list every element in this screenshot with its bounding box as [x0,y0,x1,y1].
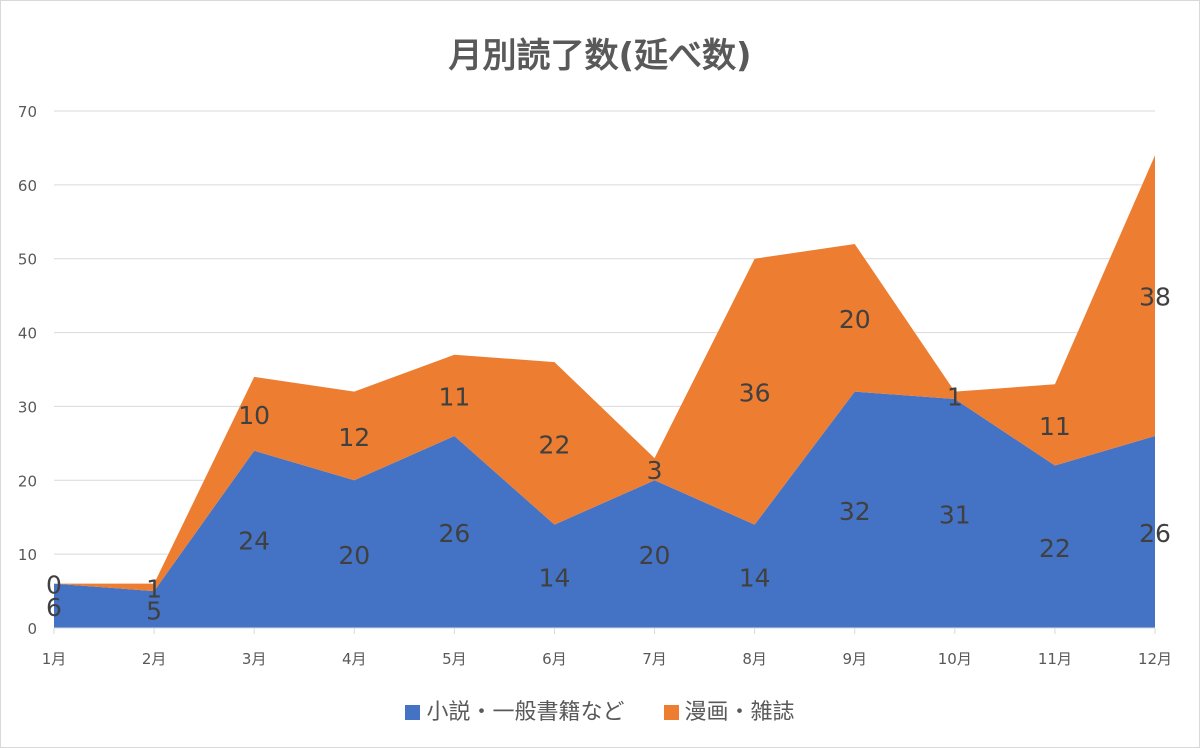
x-tick-label: 8月 [742,650,767,668]
data-label: 11 [1039,412,1071,441]
x-tick-label: 3月 [242,650,267,668]
data-label: 6 [46,593,62,622]
data-label: 22 [539,430,571,459]
data-label: 10 [238,401,270,430]
data-label: 26 [438,519,470,548]
data-label: 22 [1039,534,1071,563]
data-label: 12 [338,423,370,452]
x-tick-label: 7月 [642,650,667,668]
data-label: 31 [939,501,971,530]
x-tick-label: 5月 [442,650,467,668]
data-label: 0 [46,571,62,600]
plot-areas [54,155,1155,628]
data-label: 1 [146,574,162,603]
x-tick-label: 4月 [342,650,367,668]
data-label: 38 [1139,283,1171,312]
x-tick-label: 6月 [542,650,567,668]
y-tick-label: 10 [18,546,37,564]
y-tick-label: 70 [18,103,37,121]
data-label: 11 [438,382,470,411]
chart-title: 月別読了数(延べ数) [448,36,752,76]
legend-label-series-1: 小説・一般書籍など [426,700,625,725]
x-tick-label: 9月 [842,650,867,668]
legend-item-series-2: 漫画・雑誌 [663,694,795,726]
data-label: 24 [238,526,270,555]
x-tick-label: 10月 [938,650,972,668]
area-series-1 [54,391,1155,628]
data-label: 14 [739,563,771,592]
x-tick-label: 1月 [42,650,67,668]
x-tick-label: 11月 [1038,650,1072,668]
y-tick-label: 60 [18,177,37,195]
legend: 小説・一般書籍など 漫画・雑誌 [0,694,1200,726]
y-tick-label: 0 [27,620,37,638]
data-label: 32 [839,497,871,526]
y-tick-label: 40 [18,325,37,343]
legend-swatch-series-1 [405,705,421,720]
data-label: 26 [1139,519,1171,548]
legend-item-series-1: 小説・一般書籍など [405,694,625,726]
data-label: 20 [338,541,370,570]
data-label: 20 [639,541,671,570]
legend-swatch-series-2 [663,705,679,720]
y-tick-label: 20 [18,472,37,490]
data-label: 5 [146,597,162,626]
data-label: 14 [539,563,571,592]
data-label: 1 [947,382,963,411]
data-label: 3 [647,456,663,485]
data-label: 36 [739,379,771,408]
x-tick-label: 12月 [1138,650,1172,668]
legend-label-series-2: 漫画・雑誌 [684,700,795,725]
area-series-2 [54,155,1155,592]
y-tick-label: 50 [18,251,37,269]
data-label: 20 [839,305,871,334]
y-tick-label: 30 [18,398,37,416]
x-tick-label: 2月 [142,650,167,668]
